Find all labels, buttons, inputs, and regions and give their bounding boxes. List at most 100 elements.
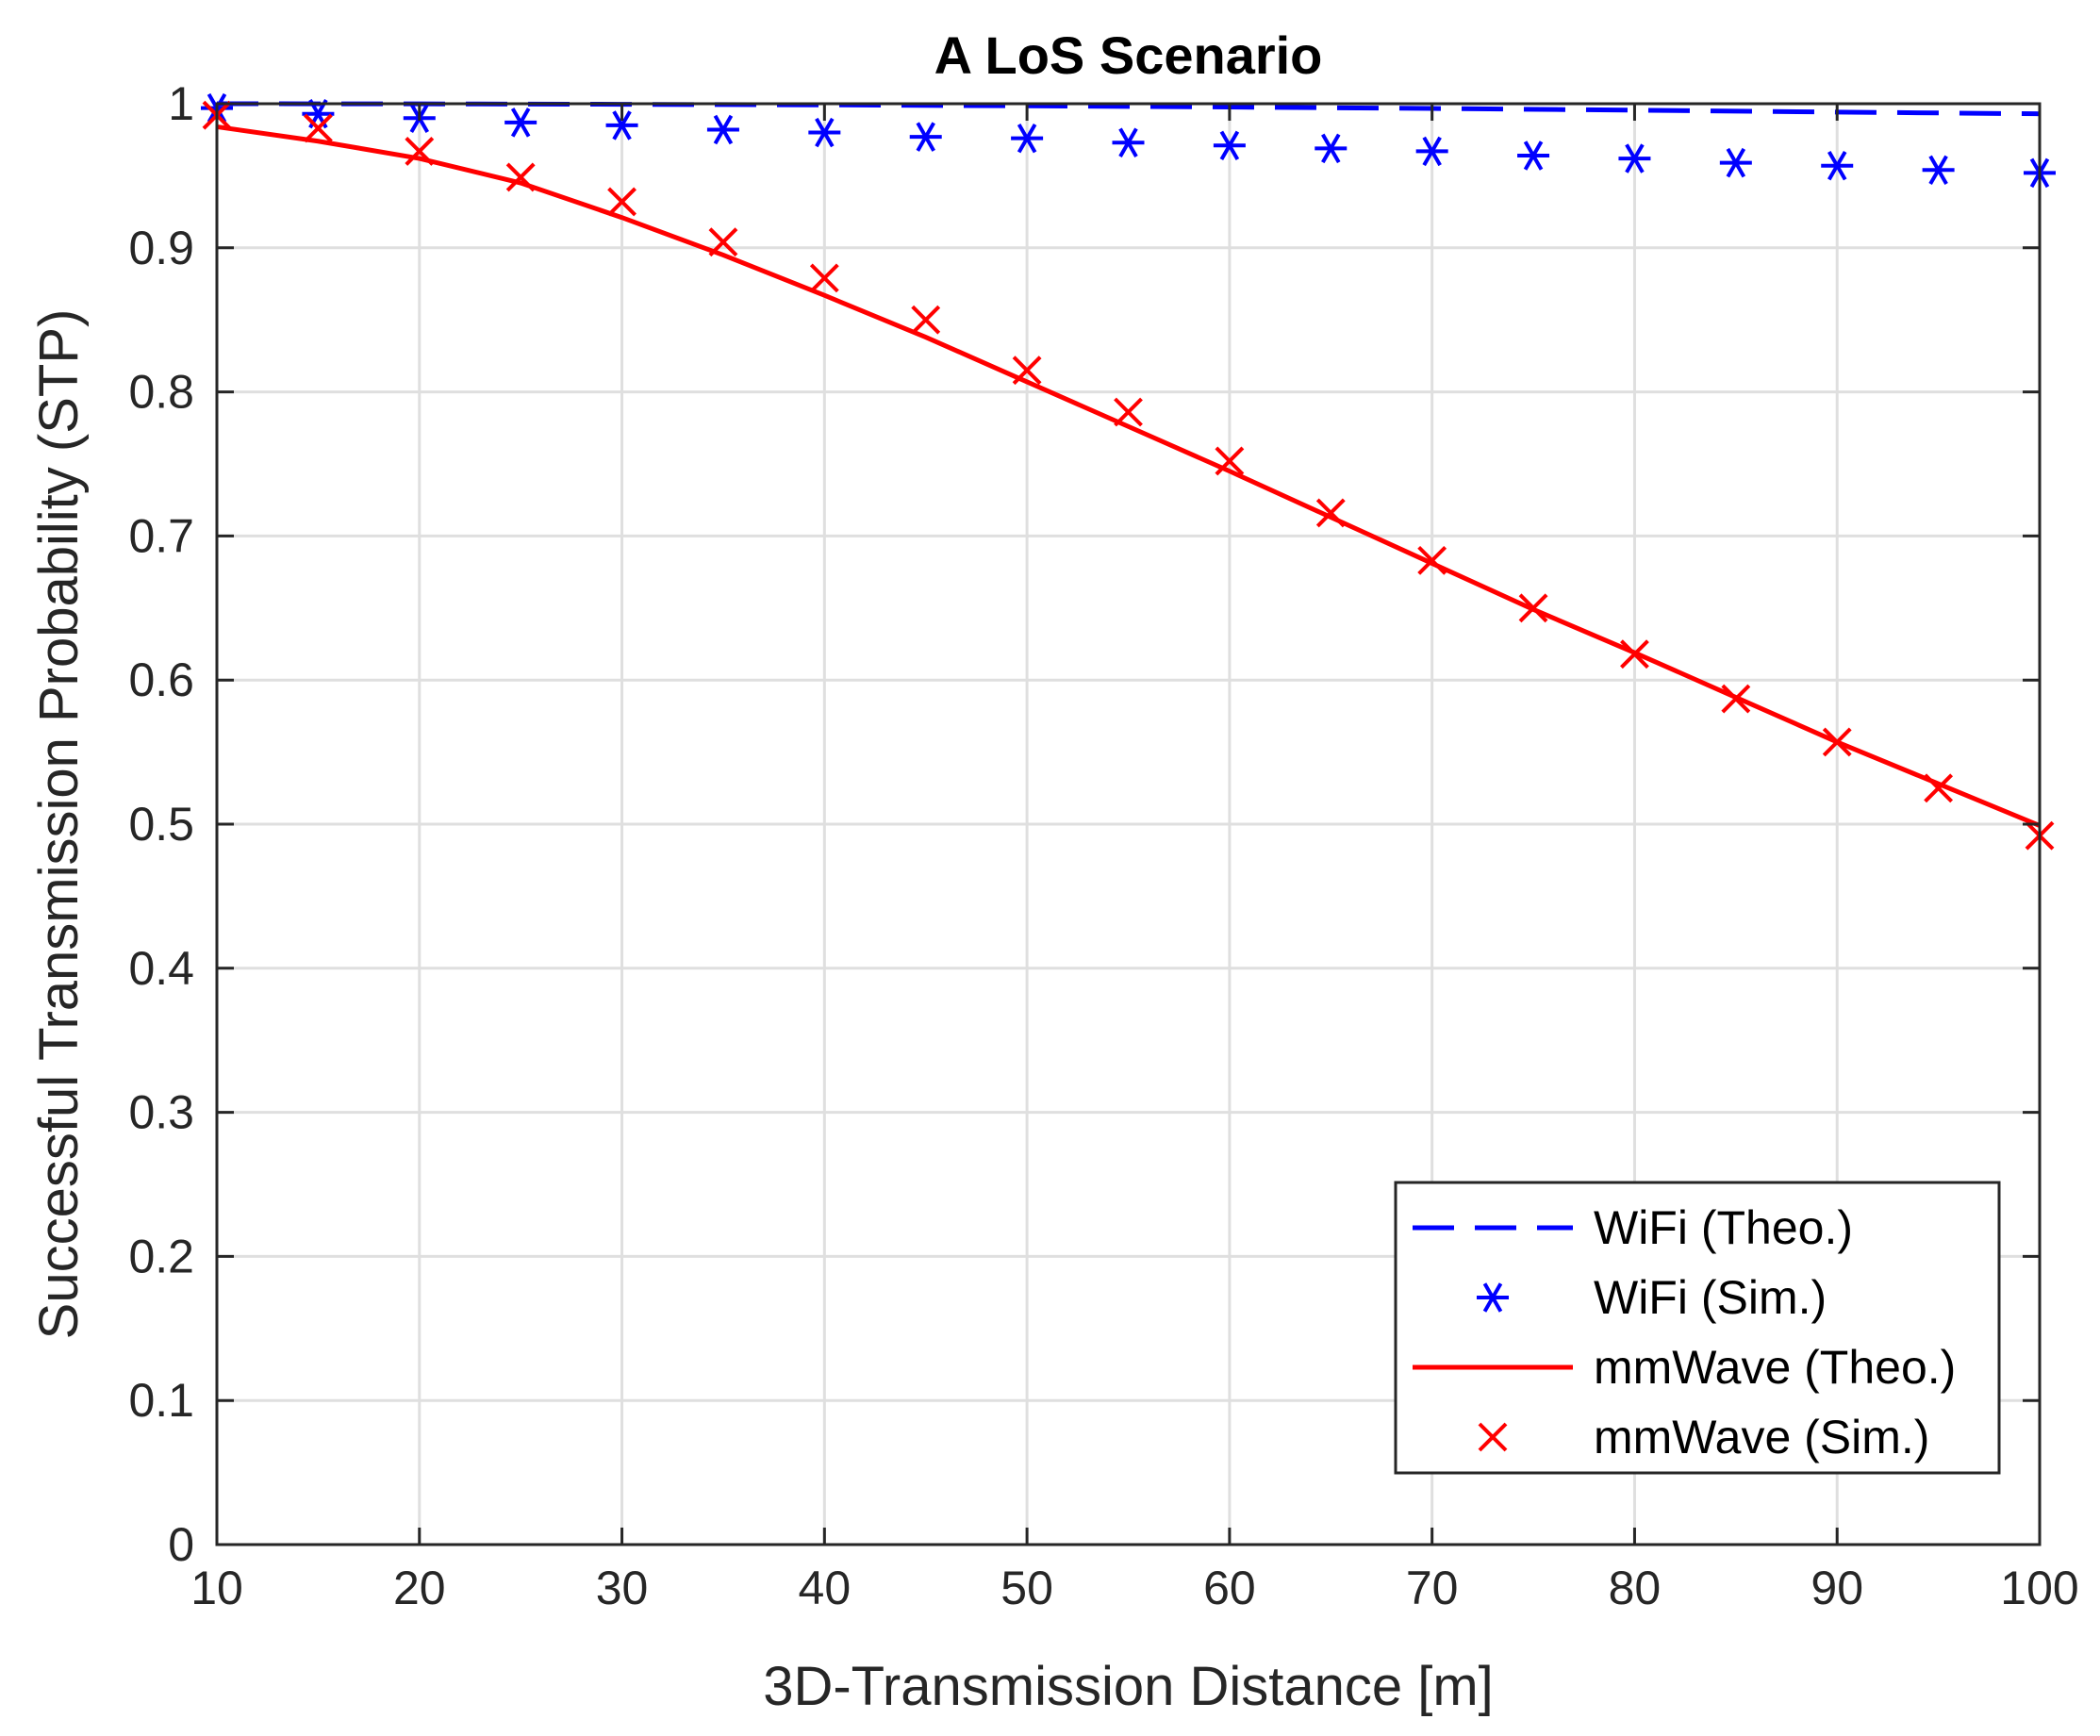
data-point — [1618, 143, 1651, 174]
y-tick-label: 0.9 — [128, 222, 194, 274]
data-point — [1012, 355, 1042, 386]
cross-stroke — [1924, 773, 1954, 803]
axes: 10 20 30 40 50 60 70 80 90 100 0 0.1 0.2 0.3 0.4 0.5 0.6… — [128, 77, 2078, 1614]
series-wifi-theo — [216, 101, 2041, 117]
data-point — [1922, 155, 1955, 186]
data-point — [909, 122, 942, 152]
asterisk-stroke — [1321, 133, 1341, 164]
cross-stroke — [1822, 727, 1852, 757]
data-point — [1215, 446, 1245, 476]
series-line — [216, 101, 2041, 117]
y-tick-label: 0.5 — [128, 798, 194, 851]
cross-stroke — [607, 187, 637, 217]
y-tick-label: 0.4 — [128, 942, 194, 995]
asterisk-stroke — [1118, 127, 1138, 157]
asterisk-stroke — [510, 107, 531, 138]
legend-label: mmWave (Theo.) — [1594, 1341, 1956, 1394]
cross-stroke — [708, 227, 738, 257]
asterisk-stroke — [1928, 155, 1948, 186]
y-tick-label: 1 — [168, 77, 194, 130]
data-point — [1415, 136, 1448, 167]
cross-stroke — [1478, 1422, 1508, 1452]
data-point — [405, 137, 435, 166]
legend: WiFi (Theo.) WiFi (Sim.) mmWave (Theo.) mmW… — [1394, 1181, 2001, 1475]
y-tick-label: 0.3 — [128, 1086, 194, 1139]
asterisk-stroke — [815, 117, 835, 148]
data-point — [1417, 545, 1447, 575]
x-tick-label: 100 — [2000, 1562, 2078, 1614]
y-tick-label: 0.8 — [128, 366, 194, 419]
legend-swatch — [1478, 1422, 1508, 1452]
legend-label: mmWave (Sim.) — [1594, 1411, 1929, 1463]
x-tick-label: 10 — [190, 1562, 243, 1614]
legend-entry: mmWave (Sim.) — [1478, 1411, 1929, 1463]
y-tick-label: 0.7 — [128, 509, 194, 562]
x-tick-label: 40 — [799, 1562, 852, 1614]
cross-stroke — [303, 113, 333, 143]
data-point — [808, 117, 841, 148]
x-tick-label: 30 — [596, 1562, 649, 1614]
asterisk-stroke — [1827, 150, 1847, 181]
asterisk-stroke — [1625, 143, 1645, 174]
asterisk-stroke — [1422, 136, 1442, 167]
cross-stroke — [809, 263, 839, 293]
data-point — [1011, 123, 1044, 154]
cross-stroke — [405, 137, 435, 166]
legend-entry: mmWave (Theo.) — [1413, 1341, 1956, 1394]
cross-stroke — [1417, 545, 1447, 575]
data-point — [1315, 133, 1348, 164]
data-point — [505, 162, 536, 192]
cross-stroke — [1215, 446, 1245, 476]
x-axis-label: 3D-Transmission Distance [m] — [763, 1656, 1494, 1717]
data-point — [1112, 127, 1145, 157]
chart-title: A LoS Scenario — [934, 25, 1323, 85]
data-point — [1719, 147, 1752, 178]
legend-swatch — [1477, 1282, 1509, 1313]
cross-stroke — [505, 162, 536, 192]
cross-stroke — [1620, 639, 1649, 670]
data-point — [809, 263, 839, 293]
y-tick-label: 0.2 — [128, 1230, 194, 1282]
cross-stroke — [1012, 355, 1042, 386]
asterisk-stroke — [1017, 123, 1037, 154]
legend-label: WiFi (Sim.) — [1594, 1271, 1827, 1324]
x-tick-label: 80 — [1609, 1562, 1662, 1614]
data-point — [504, 107, 537, 138]
x-tick-label: 90 — [1811, 1562, 1863, 1614]
data-point — [1213, 130, 1246, 161]
legend-label: WiFi (Theo.) — [1594, 1201, 1853, 1254]
data-point — [1822, 727, 1852, 757]
asterisk-stroke — [1523, 141, 1544, 171]
x-tick-label: 70 — [1406, 1562, 1459, 1614]
data-point — [706, 114, 739, 145]
data-point — [1315, 498, 1346, 528]
y-tick-label: 0 — [168, 1518, 194, 1571]
data-point — [1821, 150, 1854, 181]
data-point — [1517, 141, 1550, 171]
cross-stroke — [911, 305, 941, 335]
legend-entry: WiFi (Theo.) — [1413, 1201, 1853, 1254]
asterisk-stroke — [1726, 147, 1746, 178]
data-point — [1721, 684, 1751, 714]
cross-stroke — [1518, 593, 1548, 623]
data-point — [708, 227, 738, 257]
data-point — [1114, 397, 1143, 427]
x-tick-label: 20 — [393, 1562, 446, 1614]
data-point — [1620, 639, 1649, 670]
asterisk-stroke — [713, 114, 734, 145]
data-point — [1924, 773, 1954, 803]
x-tick-label: 50 — [1000, 1562, 1053, 1614]
y-tick-label: 0.1 — [128, 1374, 194, 1427]
asterisk-stroke — [1482, 1282, 1503, 1313]
data-point — [607, 187, 637, 217]
asterisk-stroke — [916, 122, 935, 152]
cross-stroke — [1721, 684, 1751, 714]
legend-entry: WiFi (Sim.) — [1477, 1271, 1827, 1324]
legend-box — [1394, 1181, 2001, 1475]
x-tick-label: 60 — [1203, 1562, 1256, 1614]
asterisk-stroke — [1219, 130, 1240, 161]
cross-stroke — [1315, 498, 1346, 528]
data-point — [605, 110, 638, 141]
data-point — [1518, 593, 1548, 623]
